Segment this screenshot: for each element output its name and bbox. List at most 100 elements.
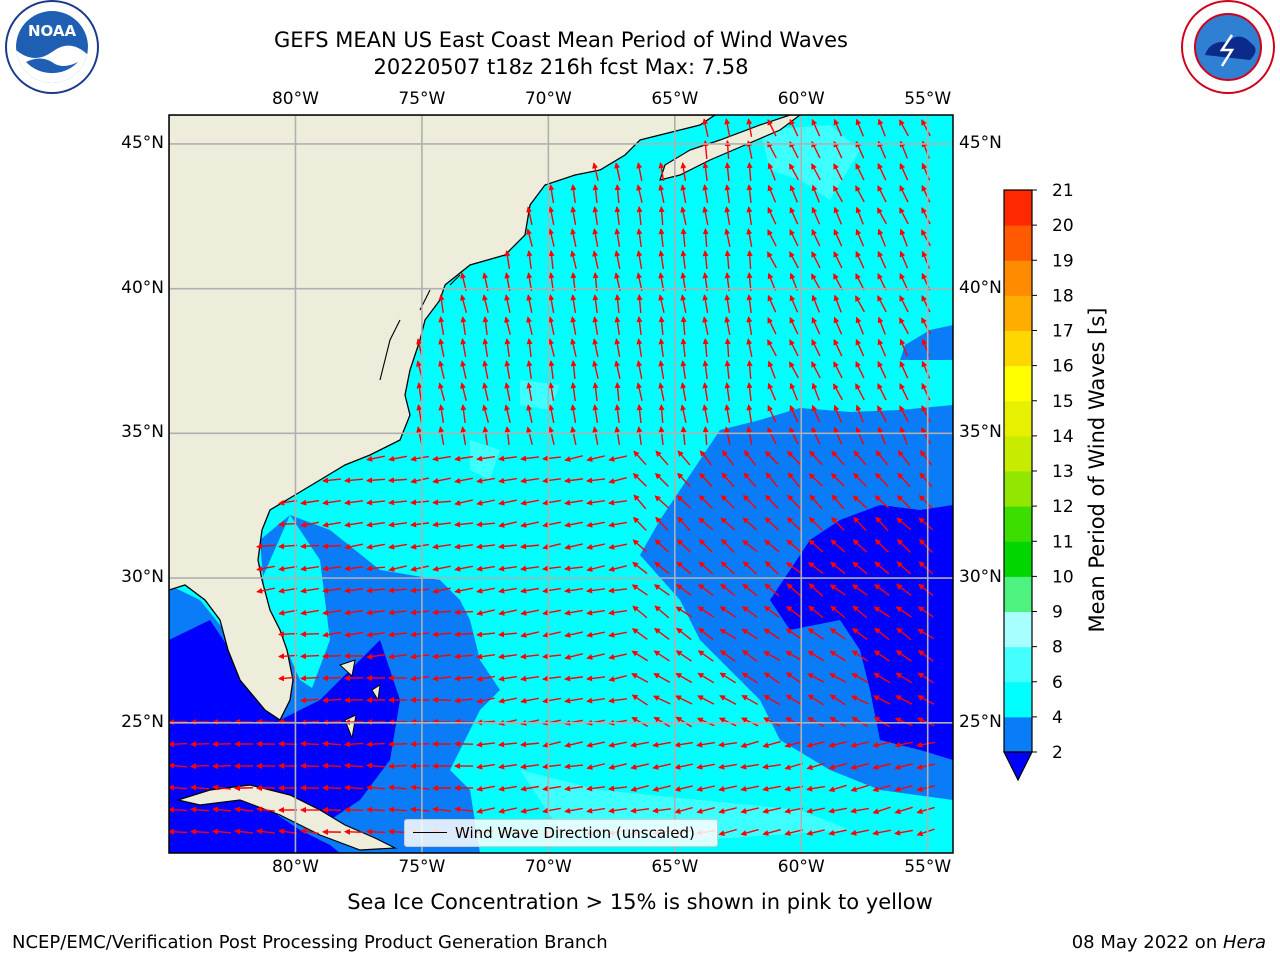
wind-wave-arrow xyxy=(432,653,452,660)
wind-wave-arrow xyxy=(498,521,517,528)
wind-wave-arrow xyxy=(388,587,408,594)
wind-wave-arrow xyxy=(677,450,691,466)
wind-wave-arrow xyxy=(786,539,802,553)
wind-wave-arrow xyxy=(767,294,777,313)
wind-wave-arrow xyxy=(916,763,935,770)
wind-wave-arrow xyxy=(896,538,911,553)
wind-wave-arrow xyxy=(811,228,821,247)
wind-wave-arrow xyxy=(614,228,621,247)
wind-wave-arrow xyxy=(680,338,687,358)
wind-wave-arrow xyxy=(899,250,909,269)
wind-wave-arrow xyxy=(608,653,627,660)
colorbar-tick-label: 21 xyxy=(1052,181,1074,201)
wind-wave-arrow xyxy=(658,294,665,313)
wind-wave-arrow xyxy=(895,672,913,684)
wind-wave-arrow xyxy=(460,360,467,379)
wind-wave-arrow xyxy=(740,740,759,749)
wind-wave-arrow xyxy=(763,651,781,661)
wind-wave-arrow xyxy=(894,829,913,836)
wind-wave-arrow xyxy=(476,455,496,462)
wind-wave-arrow xyxy=(675,606,692,618)
wind-wave-arrow xyxy=(526,338,533,358)
lat-tick-right: 25°N xyxy=(959,711,1002,732)
wind-wave-arrow xyxy=(630,763,649,770)
wind-wave-arrow xyxy=(520,565,540,572)
wind-wave-arrow xyxy=(498,675,517,682)
wind-wave-arrow xyxy=(789,316,799,335)
wind-wave-arrow xyxy=(498,587,517,594)
wind-wave-arrow xyxy=(520,697,539,704)
wind-wave-arrow xyxy=(278,565,297,572)
wind-wave-arrow xyxy=(454,587,473,594)
wind-wave-arrow xyxy=(344,587,364,594)
wind-wave-arrow xyxy=(719,650,736,662)
wind-wave-arrow xyxy=(899,119,909,137)
wind-wave-arrow xyxy=(916,741,935,748)
wind-wave-arrow xyxy=(548,360,555,380)
wind-wave-arrow xyxy=(190,763,210,770)
wind-wave-arrow xyxy=(504,316,511,335)
wind-wave-arrow xyxy=(702,382,709,401)
wind-wave-arrow xyxy=(784,762,803,771)
wind-wave-arrow xyxy=(855,426,865,445)
wind-wave-arrow xyxy=(873,650,890,662)
wind-wave-arrow xyxy=(388,477,408,484)
wind-wave-arrow xyxy=(721,538,735,553)
wind-wave-arrow xyxy=(300,521,319,528)
wind-wave-arrow xyxy=(677,516,691,532)
colorbar-tick-label: 8 xyxy=(1052,638,1063,658)
wind-wave-arrow xyxy=(366,806,386,813)
wind-wave-arrow xyxy=(653,584,670,596)
wind-wave-arrow xyxy=(322,565,342,572)
wind-wave-arrow xyxy=(300,740,320,747)
wind-wave-arrow xyxy=(850,807,869,814)
wind-wave-arrow xyxy=(719,695,737,705)
wind-wave-arrow xyxy=(476,785,495,792)
wind-wave-arrow xyxy=(526,404,533,423)
colorbar-segment xyxy=(1004,471,1032,507)
wind-wave-arrow xyxy=(608,631,627,638)
wind-wave-arrow xyxy=(636,206,643,226)
wind-wave-arrow xyxy=(366,499,386,506)
wind-wave-arrow xyxy=(674,741,693,748)
wind-wave-arrow xyxy=(789,206,799,225)
wind-wave-arrow xyxy=(742,649,758,662)
wind-wave-arrow xyxy=(658,404,665,424)
wind-wave-arrow xyxy=(322,543,342,550)
wind-wave-arrow xyxy=(300,543,320,550)
wind-wave-arrow xyxy=(899,360,909,379)
wind-wave-arrow xyxy=(699,450,713,466)
wind-wave-arrow xyxy=(853,516,867,532)
wind-wave-arrow xyxy=(564,499,583,506)
wind-wave-arrow xyxy=(542,697,561,704)
wind-wave-arrow xyxy=(698,517,714,531)
wind-wave-arrow xyxy=(789,427,799,445)
wind-wave-arrow xyxy=(808,605,824,619)
wind-wave-arrow xyxy=(855,383,865,401)
wind-wave-arrow xyxy=(366,828,386,835)
wind-wave-arrow xyxy=(808,516,823,531)
wind-wave-arrow xyxy=(344,697,364,704)
wind-wave-arrow xyxy=(833,251,843,269)
wind-wave-arrow xyxy=(654,539,670,553)
wind-wave-arrow xyxy=(526,206,533,225)
wind-wave-arrow xyxy=(586,675,606,682)
wind-wave-arrow xyxy=(830,561,846,575)
wind-wave-arrow xyxy=(410,455,429,462)
wind-wave-arrow xyxy=(256,543,276,550)
wind-wave-arrow xyxy=(542,521,561,528)
wind-wave-arrow xyxy=(833,185,843,203)
wind-wave-arrow xyxy=(830,605,846,619)
wind-wave-arrow xyxy=(592,250,599,269)
wind-wave-arrow xyxy=(720,583,736,597)
wind-wave-arrow xyxy=(564,587,584,594)
wind-wave-arrow xyxy=(410,653,430,660)
wind-wave-arrow xyxy=(212,784,232,791)
lat-tick-left: 25°N xyxy=(121,711,164,732)
colorbar-tick-label: 4 xyxy=(1052,708,1063,728)
wind-wave-arrow xyxy=(762,807,781,814)
colorbar-tick-label: 17 xyxy=(1052,322,1074,342)
wind-wave-arrow xyxy=(454,543,474,550)
wind-wave-arrow xyxy=(498,609,517,616)
wind-wave-arrow xyxy=(300,565,320,572)
